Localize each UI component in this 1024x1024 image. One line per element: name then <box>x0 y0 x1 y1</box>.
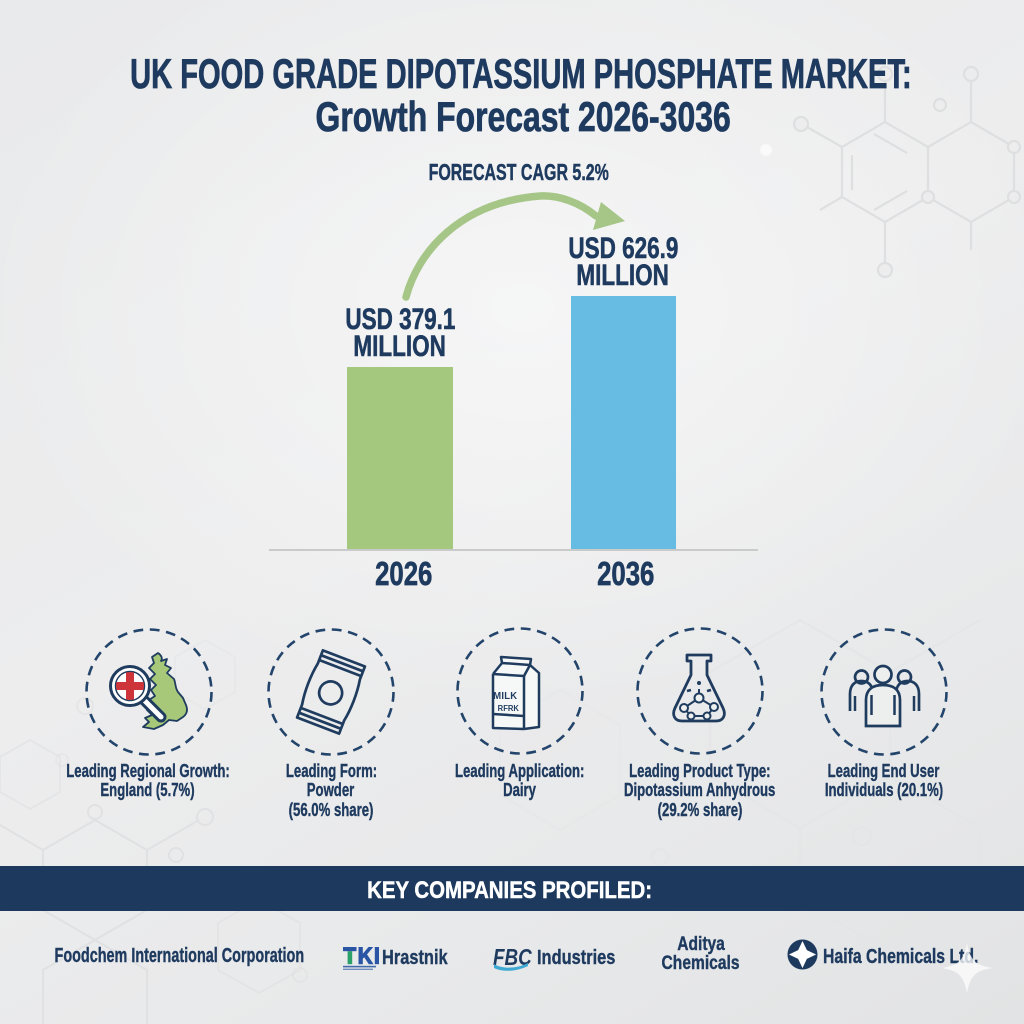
svg-text:MILK: MILK <box>493 691 518 703</box>
svg-text:RFRK: RFRK <box>498 704 519 713</box>
